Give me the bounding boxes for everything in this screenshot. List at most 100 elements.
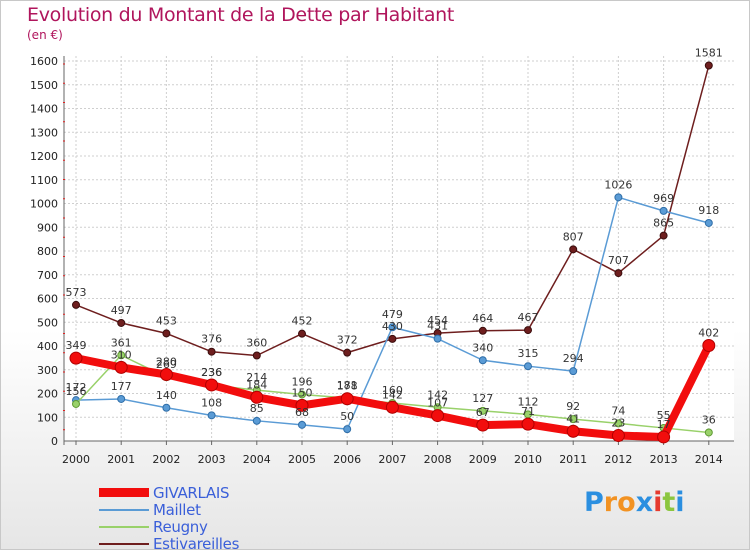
data-point-estivareilles: [659, 231, 668, 240]
data-label-reugny: 160: [382, 384, 403, 397]
data-point-givarlais: [69, 351, 83, 365]
data-point-givarlais: [250, 390, 264, 404]
data-label-reugny: 112: [518, 395, 539, 408]
data-point-givarlais: [521, 417, 535, 431]
data-label-givarlais: 150: [292, 386, 313, 399]
data-label-estivareilles: 467: [518, 311, 539, 324]
data-point-maillet: [207, 411, 216, 420]
data-label-givarlais: 142: [382, 388, 403, 401]
legend-label: Estivareilles: [153, 534, 240, 553]
legend-item-maillet: Maillet: [99, 500, 239, 519]
y-tick-label: 500: [37, 316, 58, 329]
legend-label: Reugny: [153, 517, 208, 536]
data-point-maillet: [343, 425, 352, 434]
y-tick-label: 200: [37, 388, 58, 401]
x-tick-label: 2012: [604, 453, 632, 466]
data-point-reugny: [298, 390, 306, 399]
data-point-givarlais: [340, 392, 354, 406]
legend: GIVARLAIS Maillet Reugny Estivareilles: [99, 484, 240, 553]
x-tick-label: 2001: [107, 453, 135, 466]
data-label-givarlais: 71: [521, 405, 535, 418]
data-label-givarlais: 17: [657, 418, 671, 431]
data-label-givarlais: 67: [476, 406, 490, 419]
x-tick-label: 2007: [378, 453, 406, 466]
data-label-maillet: 431: [427, 320, 448, 333]
data-point-maillet: [478, 356, 487, 365]
data-label-maillet: 1026: [604, 178, 632, 191]
x-tick-label: 2006: [333, 453, 361, 466]
data-point-givarlais: [159, 368, 173, 381]
data-label-maillet: 108: [201, 396, 222, 409]
data-label-maillet: 140: [156, 389, 177, 402]
data-label-estivareilles: 372: [337, 334, 358, 347]
y-tick-label: 100: [37, 411, 58, 424]
data-label-estivareilles: 360: [246, 337, 267, 350]
data-label-estivareilles: 1581: [695, 47, 723, 60]
data-label-reugny: 142: [427, 388, 448, 401]
data-point-maillet: [162, 403, 171, 412]
data-point-givarlais: [566, 424, 580, 438]
x-tick-label: 2008: [424, 453, 452, 466]
y-tick-label: 1300: [30, 126, 58, 139]
data-point-estivareilles: [252, 351, 261, 360]
data-label-maillet: 50: [340, 410, 354, 423]
legend-label: Maillet: [153, 500, 201, 519]
x-tick-label: 2003: [198, 453, 226, 466]
data-point-estivareilles: [343, 348, 352, 357]
y-tick-label: 1400: [30, 103, 58, 116]
x-tick-label: 2005: [288, 453, 316, 466]
data-point-estivareilles: [478, 326, 487, 335]
data-point-estivareilles: [614, 269, 623, 278]
data-label-reugny: 181: [337, 379, 358, 392]
data-point-estivareilles: [117, 318, 126, 327]
data-label-givarlais: 349: [66, 339, 87, 352]
data-point-reugny: [569, 415, 578, 424]
data-label-reugny: 214: [246, 371, 267, 384]
legend-swatch: [99, 542, 149, 545]
x-tick-label: 2009: [469, 453, 497, 466]
legend-swatch: [99, 508, 149, 511]
data-label-maillet: 969: [653, 192, 674, 205]
y-tick-label: 1000: [30, 198, 58, 211]
data-point-maillet: [117, 394, 126, 403]
data-point-estivareilles: [162, 329, 171, 338]
data-label-estivareilles: 807: [563, 230, 584, 243]
x-tick-label: 2002: [152, 453, 180, 466]
data-label-givarlais: 402: [698, 327, 719, 340]
y-tick-label: 1500: [30, 79, 58, 92]
x-tick-label: 2013: [650, 453, 678, 466]
data-point-maillet: [524, 362, 532, 371]
data-point-givarlais: [205, 378, 219, 392]
data-point-givarlais: [611, 429, 625, 443]
x-tick-label: 2000: [62, 453, 90, 466]
y-tick-label: 800: [37, 245, 58, 258]
data-label-maillet: 68: [295, 406, 309, 419]
data-label-reugny: 196: [292, 375, 313, 388]
x-tick-label: 2014: [695, 453, 723, 466]
data-label-reugny: 92: [566, 400, 580, 413]
data-label-maillet: 918: [698, 204, 719, 217]
data-point-maillet: [252, 416, 261, 425]
data-label-givarlais: 178: [337, 380, 358, 393]
data-label-reugny: 127: [472, 392, 493, 405]
data-label-estivareilles: 464: [472, 312, 493, 325]
y-tick-label: 0: [51, 435, 58, 448]
data-label-reugny: 36: [702, 413, 716, 426]
data-label-estivareilles: 430: [382, 320, 403, 333]
data-point-reugny: [614, 419, 623, 428]
data-point-maillet: [298, 420, 306, 429]
data-label-estivareilles: 573: [66, 286, 87, 299]
data-label-estivareilles: 452: [292, 315, 313, 328]
data-point-estivareilles: [388, 334, 397, 343]
data-point-givarlais: [114, 360, 128, 374]
data-label-estivareilles: 865: [653, 217, 674, 230]
data-label-givarlais: 23: [611, 417, 625, 430]
data-point-estivareilles: [704, 61, 713, 70]
data-label-maillet: 177: [111, 380, 132, 393]
chart-title: Evolution du Montant de la Dette par Hab…: [27, 4, 455, 26]
data-label-reugny: 74: [611, 404, 625, 417]
data-point-reugny: [72, 399, 80, 408]
y-tick-label: 900: [37, 221, 58, 234]
data-label-maillet: 315: [518, 347, 539, 360]
